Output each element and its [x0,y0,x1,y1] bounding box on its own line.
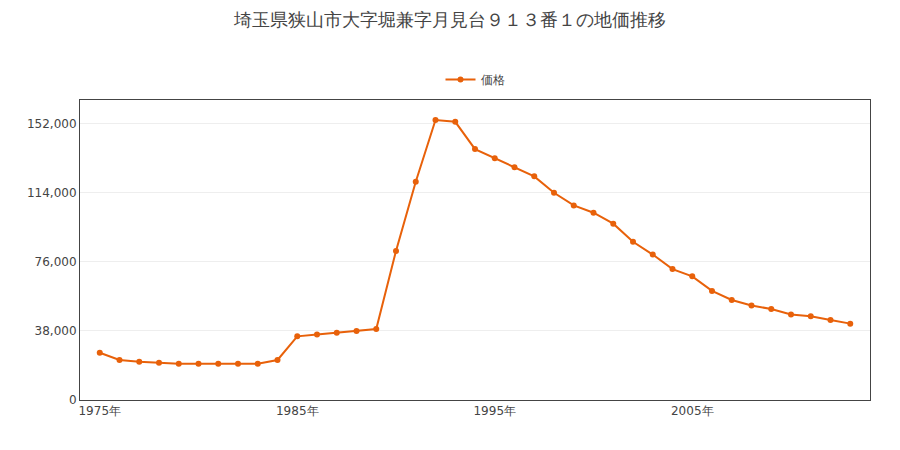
svg-text:埼玉県狭山市大字堀兼字月見台９１３番１の地価推移: 埼玉県狭山市大字堀兼字月見台９１３番１の地価推移 [233,9,666,30]
svg-text:0: 0 [69,393,77,407]
svg-text:38,000: 38,000 [35,324,77,338]
svg-text:1985年: 1985年 [276,404,319,418]
svg-text:2005年: 2005年 [671,404,714,418]
svg-text:1975年: 1975年 [78,404,121,418]
svg-text:価格: 価格 [481,73,505,87]
svg-text:1995年: 1995年 [473,404,516,418]
svg-text:76,000: 76,000 [35,255,77,269]
svg-text:114,000: 114,000 [27,186,77,200]
svg-text:152,000: 152,000 [27,117,77,131]
